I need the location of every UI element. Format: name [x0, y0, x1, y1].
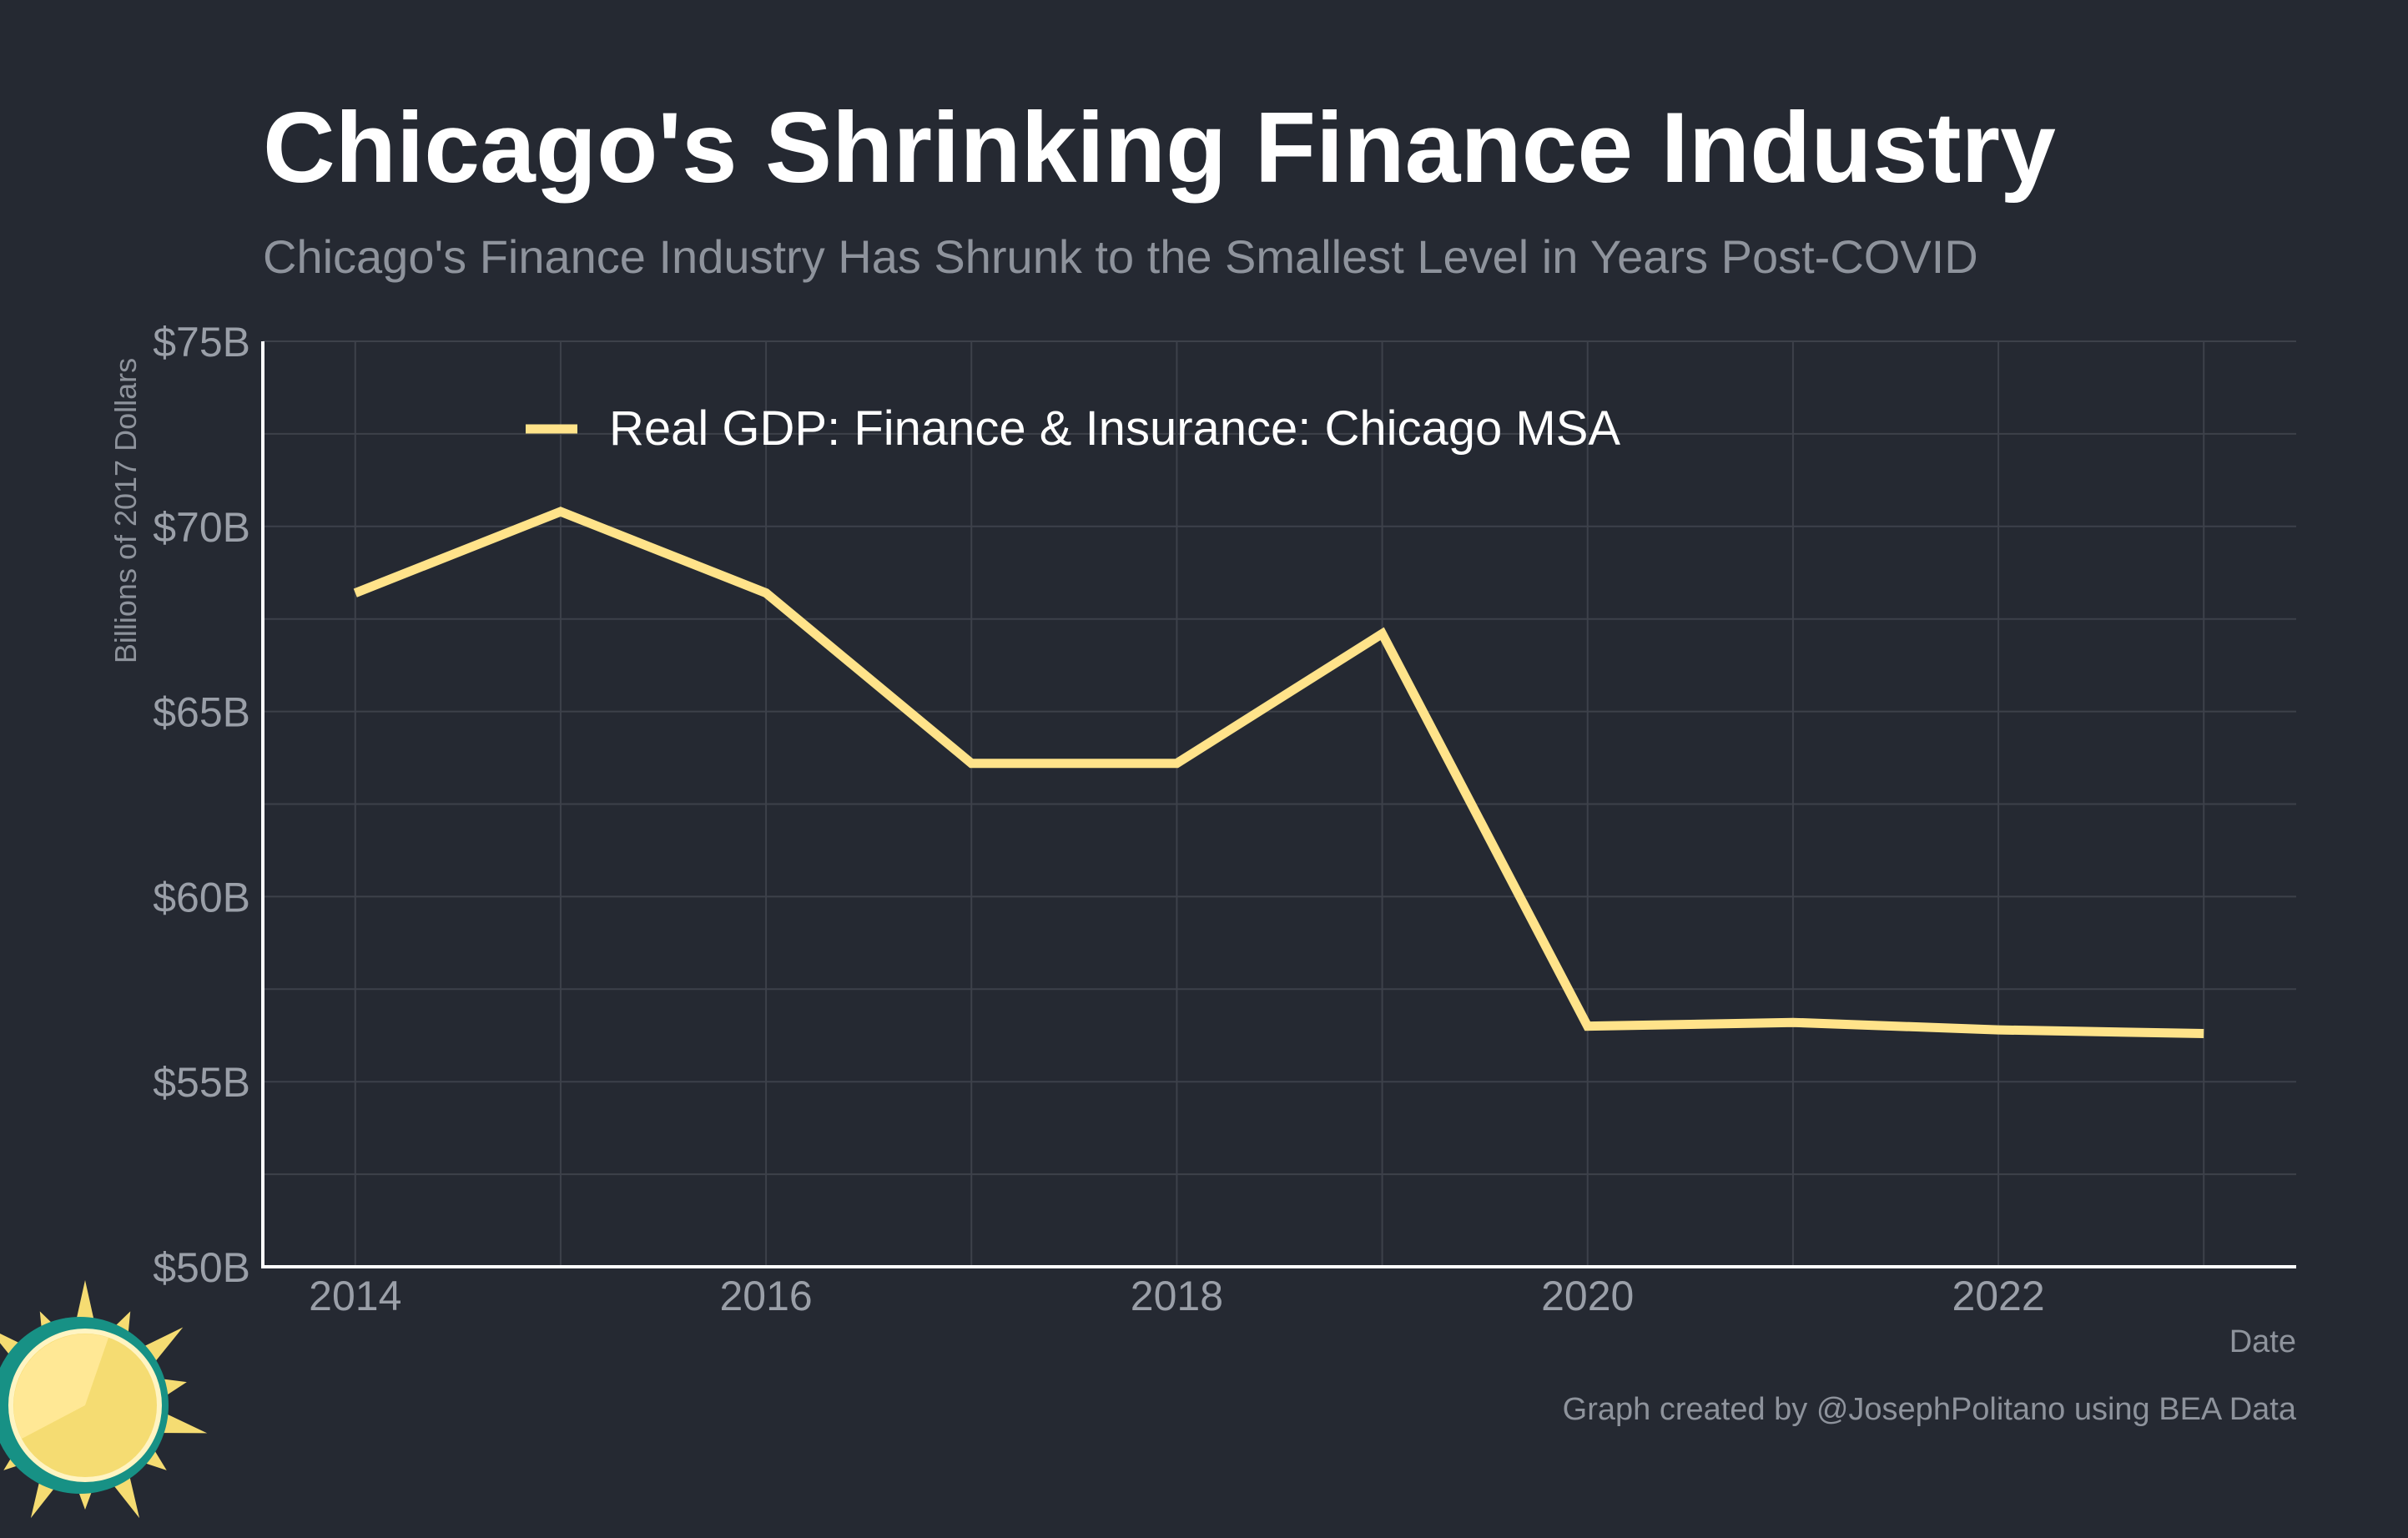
y-tick-label: $65B [153, 689, 250, 736]
series [353, 507, 2204, 1038]
y-tick-labels: $50B $55B $60B $65B $70B $75B [153, 319, 250, 1291]
sun-logo-icon [0, 1280, 208, 1519]
series-line [353, 507, 2204, 1038]
legend: Real GDP: Finance & Insurance: Chicago M… [526, 401, 1620, 456]
x-tick-label: 2022 [1952, 1273, 2044, 1319]
legend-label: Real GDP: Finance & Insurance: Chicago M… [609, 401, 1620, 456]
x-axis-title: Date [2229, 1324, 2296, 1359]
x-tick-labels: 2014 2016 2018 2020 2022 [309, 1273, 2045, 1319]
chart-subtitle: Chicago's Finance Industry Has Shrunk to… [263, 230, 1978, 283]
x-tick-label: 2014 [309, 1273, 401, 1319]
sun-highlight [13, 1334, 108, 1439]
y-tick-label: $60B [153, 874, 250, 920]
credit-text: Graph created by @JosephPolitano using B… [1563, 1392, 2297, 1427]
y-tick-label: $55B [153, 1059, 250, 1106]
x-tick-label: 2018 [1131, 1273, 1223, 1319]
grid [263, 340, 2296, 1267]
x-tick-label: 2020 [1541, 1273, 1634, 1319]
chart-title: Chicago's Shrinking Finance Industry [263, 92, 2056, 204]
axes [261, 341, 2296, 1268]
y-tick-label: $75B [153, 319, 250, 366]
y-axis-title: Billions of 2017 Dollars [108, 358, 143, 663]
y-tick-label: $70B [153, 504, 250, 551]
y-tick-label: $50B [153, 1244, 250, 1291]
x-tick-label: 2016 [719, 1273, 812, 1319]
